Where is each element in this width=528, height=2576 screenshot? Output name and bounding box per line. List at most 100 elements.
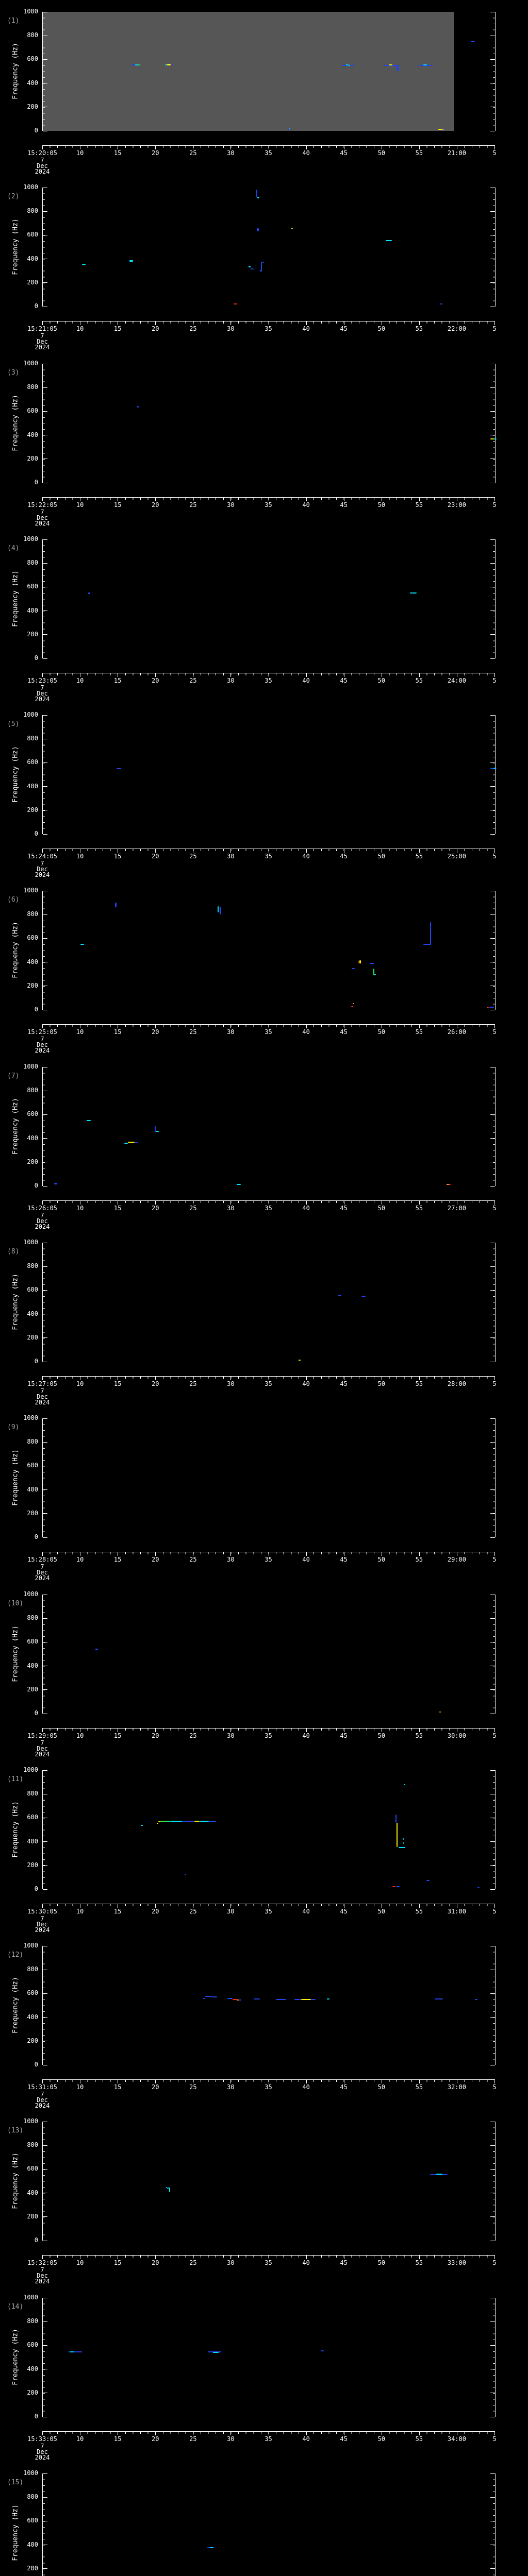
spectral-feature [402, 1838, 404, 1840]
date-label: Dec [37, 2096, 48, 2104]
spectral-feature [80, 944, 85, 945]
x-tick-label: 30 [227, 1028, 235, 1036]
y-minor-ticks-left [43, 188, 45, 307]
x-tick-label: 5 [492, 1205, 497, 1212]
x-tick-label: 55 [415, 1556, 423, 1563]
y-major-tick-right [490, 59, 495, 60]
y-major-tick-left [43, 1618, 47, 1619]
y-minor-ticks-left [43, 2473, 45, 2576]
x-tick-label: 45 [340, 2435, 348, 2443]
x-major-tick [230, 1201, 232, 1205]
y-major-tick-right [490, 2216, 495, 2217]
y-major-tick-left [43, 938, 47, 939]
spectral-feature [117, 768, 121, 769]
x-tick-label: 35 [265, 1205, 272, 1212]
frequency-axis-title: Frequency (Hz) [11, 746, 20, 803]
spectral-feature [423, 64, 427, 66]
spectral-feature [129, 260, 134, 262]
y-tick-label: 400 [27, 79, 38, 87]
x-tick-label: 10 [76, 853, 84, 860]
x-major-tick [155, 673, 156, 677]
x-tick-label: 25 [189, 149, 197, 157]
frequency-axis-title: Frequency (Hz) [11, 2504, 20, 2561]
x-major-tick [419, 2080, 420, 2083]
spectral-feature [249, 266, 251, 267]
x-tick-label: 20 [152, 1205, 159, 1212]
plot-area [42, 187, 496, 307]
x-tick-label: 55 [415, 501, 423, 509]
spectrogram-panel: (3) Frequency (Hz) 0 200 400 600 800 1000 15:22:… [0, 352, 528, 528]
y-major-tick-right [490, 1889, 495, 1890]
spectral-feature [164, 64, 168, 65]
spectral-feature [311, 1999, 316, 2001]
x-major-tick [230, 1728, 232, 1732]
panel-number: (15) [7, 2479, 24, 2486]
x-major-tick [42, 2080, 43, 2083]
y-major-tick-right [490, 2473, 495, 2474]
y-tick-label: 800 [27, 2141, 38, 2149]
y-major-tick-right [490, 2497, 495, 2498]
y-major-tick-left [43, 211, 47, 212]
spectral-feature [436, 2174, 442, 2175]
y-tick-label: 600 [27, 2341, 38, 2349]
x-tick-label: 20 [152, 1556, 159, 1563]
x-major-tick [419, 498, 420, 501]
date-label: 2024 [35, 2278, 50, 2285]
x-tick-label: 20 [152, 149, 159, 157]
y-major-tick-right [490, 411, 495, 412]
y-tick-label: 600 [27, 231, 38, 239]
x-tick-label: 5 [492, 677, 497, 684]
x-major-tick [494, 498, 495, 501]
spectral-feature [203, 1997, 205, 1999]
y-tick-label: 1000 [23, 1414, 38, 1421]
y-tick-label: 0 [34, 2236, 38, 2244]
y-major-tick-right [490, 1114, 495, 1115]
spectral-feature [275, 1999, 287, 2001]
spectral-feature [54, 1183, 57, 1184]
x-tick-label: 15:28:05 [27, 1556, 57, 1563]
x-tick-label: 45 [340, 2083, 348, 2091]
spectral-feature [184, 1874, 186, 1876]
x-tick-label: 21:00 [447, 149, 466, 157]
y-major-tick-left [43, 914, 47, 915]
x-tick-label: 10 [76, 1556, 84, 1563]
y-tick-label: 600 [27, 934, 38, 942]
x-tick-label: 5 [492, 1556, 497, 1563]
spectral-feature [257, 197, 260, 198]
x-tick-label: 5 [492, 1380, 497, 1387]
y-major-tick-right [490, 1770, 495, 1771]
date-label: 2024 [35, 2102, 50, 2109]
x-major-tick [42, 1377, 43, 1380]
panel-number: (5) [7, 720, 20, 728]
x-tick-label: 50 [377, 325, 385, 332]
x-major-tick [306, 498, 307, 501]
x-tick-label: 26:00 [447, 1028, 466, 1036]
spectral-feature [345, 64, 349, 66]
x-tick-label: 55 [415, 853, 423, 860]
y-major-tick-left [43, 2168, 47, 2170]
y-major-tick-left [43, 1865, 47, 1866]
x-tick-label: 40 [302, 1028, 310, 1036]
x-tick-label: 35 [265, 325, 272, 332]
x-tick-label: 15 [113, 853, 122, 860]
date-label: Dec [37, 866, 48, 873]
x-major-tick [42, 146, 43, 149]
spectral-feature [257, 228, 259, 231]
y-tick-label: 800 [27, 559, 38, 567]
y-tick-label: 600 [27, 1638, 38, 1646]
spectral-feature [404, 1784, 405, 1785]
x-major-tick [419, 1377, 420, 1380]
x-tick-label: 10 [76, 2259, 84, 2266]
spectral-feature [256, 190, 257, 198]
plot-area [42, 1770, 496, 1890]
spectral-feature [259, 270, 262, 272]
y-tick-label: 1000 [23, 1766, 38, 1773]
date-label: 2024 [35, 696, 50, 703]
x-major-tick [494, 1201, 495, 1205]
y-minor-ticks-right [493, 1595, 495, 1714]
spectral-feature [233, 1998, 238, 2000]
spectral-feature [471, 41, 475, 43]
spectral-feature [443, 129, 444, 130]
y-major-tick-left [43, 2568, 47, 2569]
y-major-tick-right [490, 2145, 495, 2146]
